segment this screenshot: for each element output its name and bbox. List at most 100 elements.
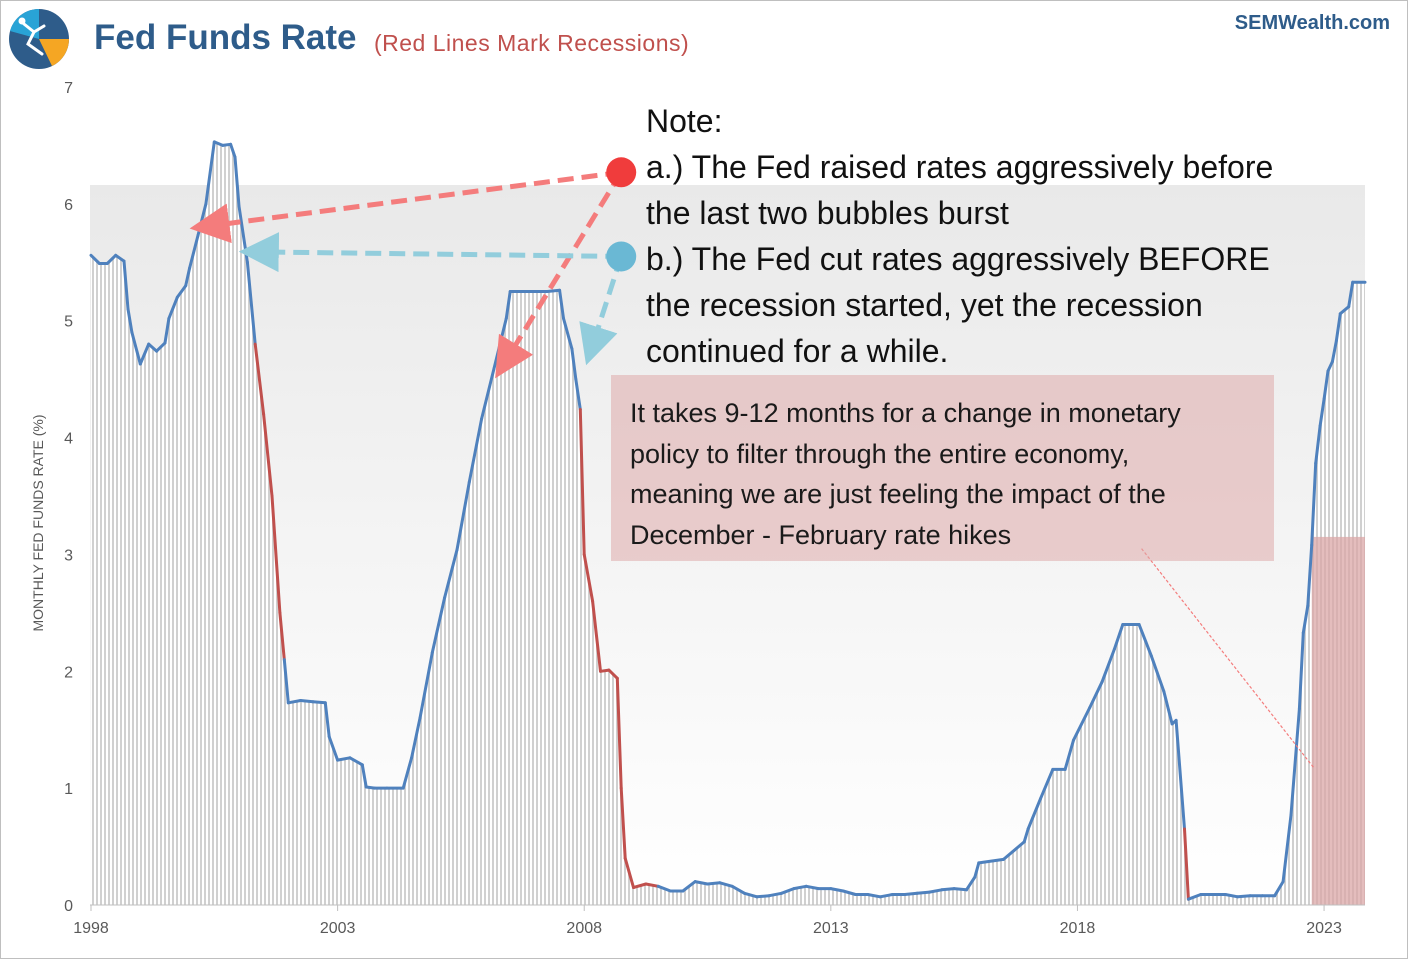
rate-line-segment <box>336 756 352 762</box>
note-text-block: Note: a.) The Fed raised rates aggressiv… <box>646 98 1366 374</box>
rate-line-segment <box>155 341 167 353</box>
rate-line-segment <box>545 288 562 293</box>
chart-subtitle: (Red Lines Mark Recessions) <box>374 30 690 56</box>
rate-line-segment <box>574 377 582 411</box>
rate-line-segment <box>184 266 192 288</box>
rate-line-segment <box>1100 647 1116 684</box>
x-tick-label: 2018 <box>1060 920 1096 937</box>
chart-title: Fed Funds Rate <box>94 18 357 57</box>
rate-line-segment <box>282 658 290 705</box>
recession-line-segment <box>623 856 635 889</box>
recession-line-segment <box>278 611 286 662</box>
callout-box: It takes 9-12 months for a change in mon… <box>611 375 1274 561</box>
rate-line-segment <box>878 893 894 899</box>
y-tick-label: 0 <box>64 898 73 915</box>
rate-line-segment <box>1318 397 1326 428</box>
rate-line-segment <box>1112 623 1125 651</box>
note-point-b-line2: the recession started, yet the recession <box>646 287 1203 323</box>
note-a-marker-dot <box>606 157 637 188</box>
y-axis-label: MONTHLY FED FUNDS RATE (%) <box>30 414 46 631</box>
y-tick-label: 5 <box>64 314 73 331</box>
rate-line-segment <box>233 155 241 208</box>
rate-line-segment <box>1334 312 1342 343</box>
y-tick-label: 3 <box>64 547 73 564</box>
rate-line-segment <box>562 316 574 351</box>
y-tick-label: 1 <box>64 781 73 798</box>
rate-line-segment <box>1289 707 1301 817</box>
rate-line-segment <box>1022 827 1030 844</box>
rate-line-segment <box>167 295 179 320</box>
x-axis: 1998 2003 2008 2013 2018 2023 <box>73 905 1342 937</box>
note-point-a-line2: the last two bubbles burst <box>646 195 1009 231</box>
rate-line-segment <box>693 880 709 886</box>
rate-line-segment <box>767 891 783 898</box>
rate-line-segment <box>1002 840 1026 861</box>
rate-line-segment <box>360 763 368 789</box>
rate-line-segment <box>1347 280 1355 309</box>
recession-line-segment <box>270 494 282 615</box>
rate-line-segment <box>348 756 364 767</box>
rate-line-segment <box>558 288 565 320</box>
x-tick-label: 2003 <box>320 920 356 937</box>
rate-line-segment <box>1281 813 1293 884</box>
rate-line-segment <box>229 142 237 159</box>
rate-line-segment <box>212 140 225 147</box>
rate-line-segment <box>1186 893 1203 901</box>
recession-line-segment <box>582 552 595 603</box>
rate-line-segment <box>866 893 882 899</box>
rate-line-segment <box>1314 424 1322 465</box>
rate-line-segment <box>105 253 118 265</box>
rate-line-segment <box>1162 689 1174 726</box>
recession-line-segment <box>262 412 274 498</box>
rate-line-segment <box>430 596 447 655</box>
annotation-arrows <box>189 157 1315 769</box>
rate-line-segment <box>1273 880 1285 898</box>
y-axis: 0 1 2 3 4 5 6 7 <box>64 80 73 915</box>
recession-line-segment <box>644 882 660 888</box>
rate-line-segment <box>1306 543 1314 608</box>
rate-line-segment <box>1137 623 1153 658</box>
rate-line-segment <box>681 880 697 893</box>
rate-line-segment <box>1297 631 1305 711</box>
rate-line-segment <box>1088 680 1104 709</box>
rate-line-segment <box>952 887 968 892</box>
x-tick-label: 2023 <box>1306 920 1342 937</box>
y-tick-label: 2 <box>64 664 73 681</box>
arrow-b-1 <box>238 232 622 273</box>
rate-line-segment <box>1026 797 1042 831</box>
y-tick-label: 4 <box>64 431 73 448</box>
callout-line4: December - February rate hikes <box>630 519 1012 550</box>
x-tick-label: 1998 <box>73 920 109 937</box>
rate-line-segment <box>706 881 722 886</box>
rate-line-segment <box>940 887 956 892</box>
rate-line-segment <box>1326 360 1334 373</box>
rate-line-segment <box>977 857 1005 865</box>
note-point-b-line3: continued for a while. <box>646 333 949 369</box>
callout-line1: It takes 9-12 months for a change in mon… <box>630 398 1181 428</box>
note-b-marker-dot <box>606 241 637 272</box>
rate-line-segment <box>1039 767 1055 801</box>
note-heading: Note: <box>646 103 723 139</box>
sem-logo-icon <box>9 8 69 69</box>
x-tick-label: 2013 <box>813 920 849 937</box>
rate-line-segment <box>126 307 134 334</box>
rate-line-segment <box>130 330 142 366</box>
note-point-a-line1: a.) The Fed raised rates aggressively be… <box>646 149 1274 185</box>
arrow-b-2 <box>579 255 624 366</box>
callout-line2: policy to filter through the entire econ… <box>630 438 1130 469</box>
rate-line-segment <box>1322 369 1330 401</box>
note-point-b-line1: b.) The Fed cut rates aggressively BEFOR… <box>646 241 1270 277</box>
rate-line-segment <box>1174 718 1186 831</box>
rate-line-segment <box>1072 706 1092 742</box>
rate-line-segment <box>965 875 977 892</box>
rate-line-segment <box>755 894 771 899</box>
callout-line3: meaning we are just feeling the impact o… <box>630 479 1166 509</box>
rate-line-segment <box>480 367 496 421</box>
rate-line-segment <box>780 887 796 895</box>
rate-line-segment <box>175 284 188 299</box>
rate-line-segment <box>204 140 216 206</box>
rate-line-segment <box>829 887 845 893</box>
rate-line-segment <box>804 884 820 891</box>
brand-link[interactable]: SEMWealth.com <box>1234 12 1390 34</box>
recession-line-segment <box>1183 827 1190 901</box>
